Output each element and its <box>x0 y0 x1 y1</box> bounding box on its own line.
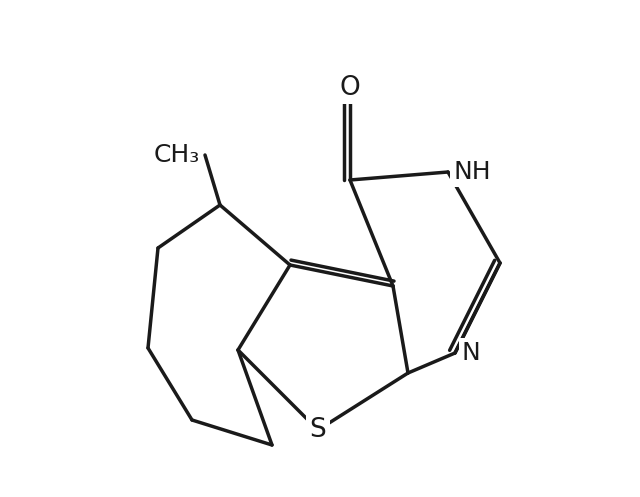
Text: NH: NH <box>453 160 491 184</box>
Text: O: O <box>340 75 360 101</box>
Text: CH₃: CH₃ <box>154 143 200 167</box>
Text: N: N <box>462 341 481 365</box>
Text: S: S <box>310 417 326 443</box>
